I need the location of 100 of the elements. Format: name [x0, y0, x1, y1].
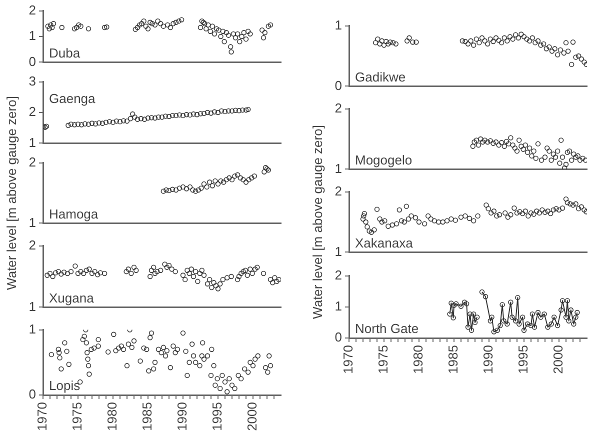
point [471, 42, 476, 48]
point [96, 120, 102, 126]
point [530, 311, 535, 317]
point [218, 178, 224, 184]
point [240, 177, 246, 182]
point [549, 48, 555, 54]
x-tick-label: 1970 [34, 402, 50, 431]
point [252, 173, 257, 179]
point [218, 108, 224, 114]
point [393, 41, 398, 47]
point [560, 154, 566, 160]
point [160, 188, 166, 194]
point [89, 120, 95, 126]
point [546, 44, 552, 50]
point [545, 324, 550, 330]
x-tick-label: 1995 [516, 345, 531, 374]
point [246, 177, 252, 182]
point [479, 35, 485, 40]
x-tick-label: 1975 [70, 402, 85, 431]
point [476, 142, 482, 148]
point [454, 301, 459, 306]
point [262, 169, 267, 174]
point [448, 300, 454, 306]
point [510, 36, 516, 42]
x-tick-label: 1970 [340, 345, 356, 374]
point [134, 116, 140, 122]
point [563, 40, 569, 46]
point [546, 148, 552, 154]
point [187, 184, 193, 190]
point [527, 38, 532, 44]
point [78, 122, 84, 128]
x-tick-label: 1995 [210, 402, 225, 431]
point [66, 122, 71, 128]
point [208, 110, 214, 116]
y-tick-label: 1 [334, 160, 342, 176]
point [571, 321, 576, 327]
point [471, 311, 476, 317]
point [542, 311, 547, 317]
point [226, 108, 232, 114]
point [557, 160, 562, 166]
y-tick-label: 1 [28, 214, 36, 230]
point [500, 302, 505, 308]
point [236, 108, 242, 114]
point [184, 186, 190, 192]
point [570, 40, 576, 45]
point [465, 41, 471, 47]
point [472, 320, 478, 326]
point [148, 115, 154, 120]
point [224, 177, 229, 182]
point [229, 108, 235, 114]
point [558, 47, 563, 53]
point [180, 112, 186, 118]
point [386, 41, 391, 47]
point [508, 135, 514, 140]
point [532, 324, 538, 330]
x-tick-label: 2000 [550, 345, 566, 374]
point [520, 146, 526, 152]
point [560, 298, 566, 304]
point [510, 142, 516, 148]
point [485, 139, 490, 145]
point [184, 112, 190, 118]
point [249, 175, 254, 180]
point [564, 298, 570, 304]
point [103, 120, 109, 125]
point [528, 322, 534, 328]
point [173, 112, 179, 118]
point [204, 184, 210, 190]
point [563, 162, 569, 167]
y-tick-label: 3 [28, 73, 36, 88]
point [226, 175, 232, 180]
text: Hamoga [49, 206, 99, 222]
point [527, 145, 532, 151]
point [552, 46, 558, 52]
y-tick-label: 1 [28, 321, 36, 336]
point [482, 294, 488, 300]
y-tick-label: 1 [334, 17, 342, 32]
point [582, 59, 587, 65]
point [229, 177, 235, 182]
point [521, 328, 527, 333]
point [450, 315, 456, 320]
point [114, 118, 120, 124]
point [499, 140, 504, 146]
point [193, 188, 198, 194]
point [493, 139, 499, 145]
x-tick-label: 1985 [140, 402, 155, 431]
point [542, 154, 548, 160]
point [82, 121, 88, 126]
point [162, 114, 168, 119]
point [550, 152, 556, 157]
x-tick-label: 2000 [244, 402, 260, 431]
y-tick-label: 1 [28, 28, 36, 44]
point [548, 321, 554, 327]
point [176, 112, 182, 118]
y-tick-label: 1 [28, 298, 36, 314]
x-tick-label: 1985 [446, 345, 461, 374]
point [494, 328, 500, 333]
point [166, 188, 172, 194]
point [470, 144, 476, 149]
point [377, 41, 382, 47]
point [198, 186, 204, 191]
